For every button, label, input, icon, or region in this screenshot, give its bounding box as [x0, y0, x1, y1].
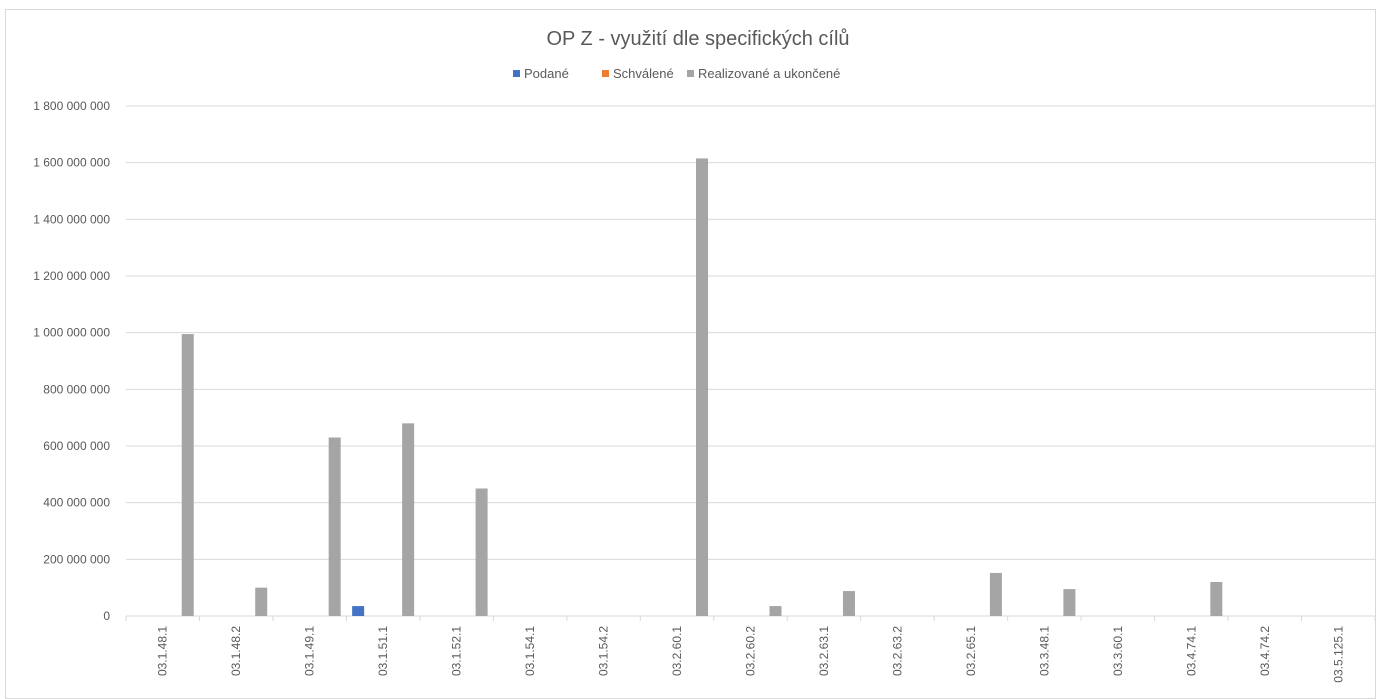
y-tick-label: 600 000 000 — [43, 439, 110, 453]
bar-03.4.74.1-realizované-a-ukončené — [1210, 582, 1223, 616]
y-tick-label: 0 — [103, 609, 110, 623]
y-tick-label: 1 000 000 000 — [33, 326, 110, 340]
bar-03.2.63.1-realizované-a-ukončené — [842, 591, 855, 616]
x-tick-label: 03.2.60.1 — [670, 626, 684, 676]
legend-label: Realizované a ukončené — [698, 66, 840, 81]
x-axis-tick-labels: 03.1.48.1 03.1.48.2 03.1.49.1 03.1.51.1 03.1… — [156, 626, 1346, 683]
bar-03.2.60.1-realizované-a-ukončené — [696, 158, 709, 616]
x-tick-label: 03.2.60.2 — [744, 626, 758, 676]
x-tick-label: 03.1.51.1 — [376, 626, 390, 676]
y-tick-label: 400 000 000 — [43, 496, 110, 510]
x-tick-label: 03.2.63.1 — [817, 626, 831, 676]
y-tick-label: 1 400 000 000 — [33, 212, 110, 226]
bar-03.1.51.1-podané — [352, 606, 365, 616]
bar-03.2.65.1-realizované-a-ukončené — [989, 572, 1002, 616]
x-tick-label: 03.4.74.1 — [1184, 626, 1198, 676]
x-tick-label: 03.1.49.1 — [303, 626, 317, 676]
legend-swatch — [513, 70, 520, 77]
x-tick-label: 03.2.63.2 — [890, 626, 904, 676]
x-tick-label: 03.1.48.2 — [229, 626, 243, 676]
y-tick-label: 1 800 000 000 — [33, 99, 110, 113]
bar-03.3.48.1-realizované-a-ukončené — [1063, 589, 1076, 616]
y-tick-label: 1 200 000 000 — [33, 269, 110, 283]
y-tick-label: 200 000 000 — [43, 552, 110, 566]
chart-title: OP Z - využití dle specifických cílů — [546, 28, 849, 50]
bar-03.1.49.1-realizované-a-ukončené — [328, 437, 341, 616]
x-tick-label: 03.2.65.1 — [964, 626, 978, 676]
gridlines — [125, 105, 1376, 621]
bar-03.2.60.2-realizované-a-ukončené — [769, 606, 782, 616]
bar-03.1.48.2-realizované-a-ukončené — [255, 587, 268, 616]
x-tick-label: 03.3.48.1 — [1037, 626, 1051, 676]
x-tick-label: 03.1.54.1 — [523, 626, 537, 676]
bar-03.1.51.1-realizované-a-ukončené — [402, 423, 415, 616]
legend-swatch — [687, 70, 694, 77]
x-tick-label: 03.1.48.1 — [156, 626, 170, 676]
y-axis-tick-labels: 0 200 000 000 400 000 000 600 000 000 800 00… — [33, 99, 110, 623]
x-tick-label: 03.1.54.2 — [597, 626, 611, 676]
bar-03.1.52.1-realizované-a-ukončené — [475, 488, 488, 616]
x-tick-label: 03.1.52.1 — [450, 626, 464, 676]
legend-label: Schválené — [613, 66, 674, 81]
y-tick-label: 800 000 000 — [43, 382, 110, 396]
x-tick-label: 03.5.125.1 — [1331, 626, 1345, 683]
y-tick-label: 1 600 000 000 — [33, 156, 110, 170]
legend-swatch — [602, 70, 609, 77]
x-tick-label: 03.4.74.2 — [1258, 626, 1272, 676]
legend-label: Podané — [524, 66, 569, 81]
legend: Podané Schválené Realizované a ukončené — [513, 66, 840, 81]
bars — [181, 158, 1223, 616]
bar-03.1.48.1-realizované-a-ukončené — [181, 334, 194, 616]
x-tick-label: 03.3.60.1 — [1111, 626, 1125, 676]
